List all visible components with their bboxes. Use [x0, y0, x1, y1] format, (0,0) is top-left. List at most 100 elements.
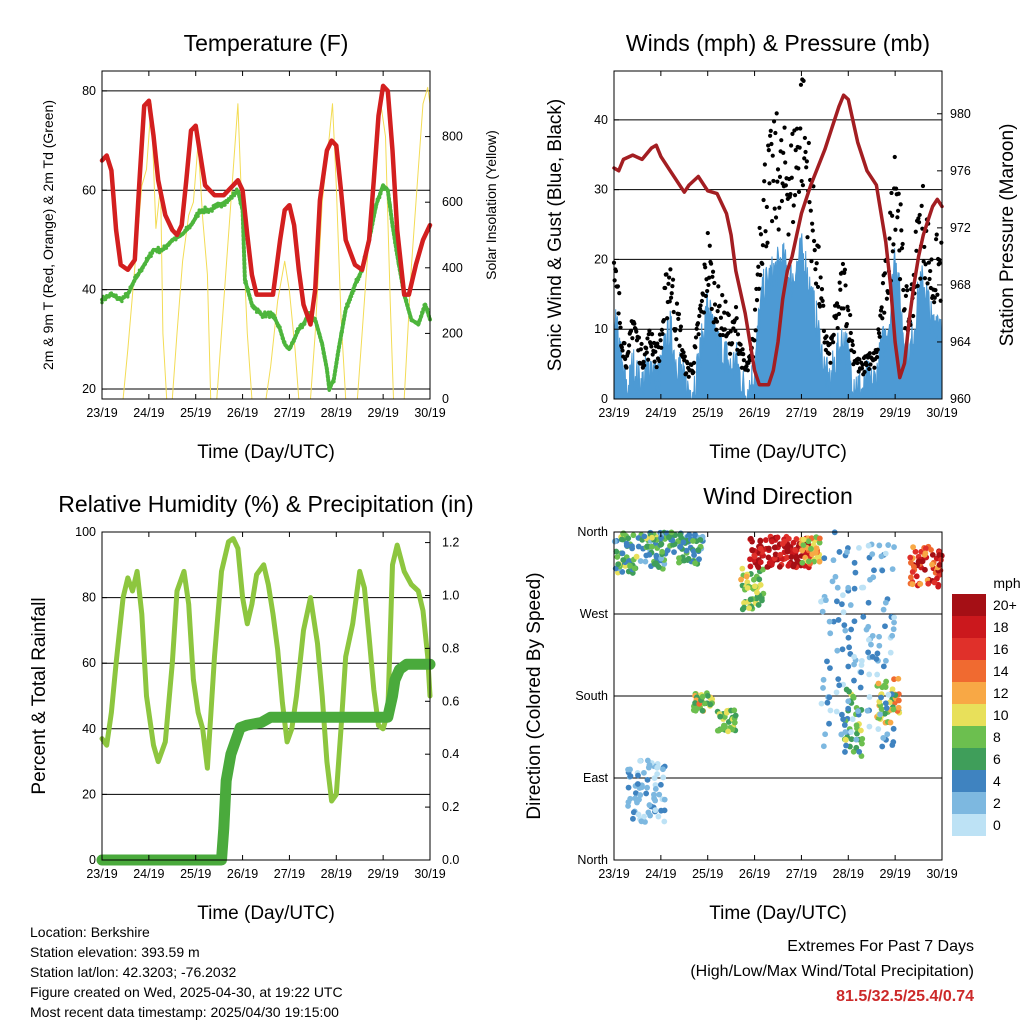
x-tick-label: 27/19 — [274, 867, 305, 881]
gust-point — [715, 309, 720, 314]
x-tick-label: 26/19 — [739, 867, 770, 881]
gust-point — [915, 283, 920, 288]
created-text: Figure created on Wed, 2025-04-30, at 19… — [30, 984, 343, 1000]
gust-point — [900, 241, 905, 247]
station-info: Location: Berkshire Station elevation: 3… — [30, 922, 343, 1022]
dewpoint-point — [235, 187, 239, 191]
y-tick-label: 60 — [82, 656, 96, 670]
direction-point — [619, 550, 626, 557]
x-tick-label: 28/19 — [833, 867, 864, 881]
gust-point — [815, 284, 821, 290]
gust-point — [814, 261, 819, 266]
direction-point — [723, 709, 730, 716]
chart-title: Temperature (F) — [184, 30, 349, 56]
direction-point — [876, 642, 883, 649]
gust-point — [882, 310, 887, 315]
direction-point — [891, 676, 897, 683]
gust-point — [777, 174, 783, 179]
direction-point — [925, 580, 932, 587]
y2-tick-label: 1.2 — [442, 536, 459, 550]
gust-point — [718, 315, 724, 320]
gust-point — [649, 332, 655, 337]
direction-point — [785, 535, 792, 542]
gust-point — [706, 282, 711, 288]
gust-point — [893, 186, 899, 191]
direction-point — [813, 545, 820, 552]
direction-point — [836, 549, 843, 555]
gust-point — [766, 148, 771, 153]
gust-point — [882, 271, 888, 276]
gust-point — [693, 345, 698, 350]
gust-point — [806, 140, 811, 146]
direction-point — [851, 559, 858, 566]
direction-point — [820, 676, 827, 683]
gust-point — [653, 349, 658, 354]
legend-label: 4 — [993, 773, 1001, 789]
gust-point — [914, 248, 919, 253]
direction-point — [845, 584, 852, 591]
direction-point — [776, 563, 783, 570]
gust-point — [880, 316, 885, 321]
direction-point — [769, 538, 775, 545]
y-tick-label: 80 — [82, 591, 96, 605]
dewpoint-point — [391, 231, 396, 236]
direction-point — [844, 549, 850, 556]
gust-point — [860, 362, 865, 367]
gust-point — [619, 345, 624, 350]
gust-point — [868, 362, 873, 367]
gust-point — [890, 213, 895, 218]
direction-point — [865, 649, 872, 656]
y-tick-label: 20 — [82, 382, 96, 396]
dewpoint-point — [273, 316, 278, 320]
gust-point — [703, 265, 708, 270]
direction-point — [869, 551, 876, 558]
direction-point — [747, 535, 754, 542]
dewpoint-line — [100, 183, 432, 392]
direction-point — [635, 543, 642, 550]
gust-point — [791, 203, 796, 208]
direction-point — [838, 711, 845, 718]
gust-point — [799, 178, 804, 184]
gust-point — [855, 360, 860, 366]
gust-point — [674, 337, 679, 342]
chart-title: Wind Direction — [703, 483, 853, 509]
direction-point — [637, 757, 643, 764]
gust-point — [788, 191, 793, 197]
y-tick-label: North — [577, 525, 608, 539]
direction-point — [660, 766, 666, 773]
dewpoint-point — [417, 318, 422, 323]
x-tick-label: 26/19 — [227, 867, 258, 881]
direction-point — [854, 730, 860, 737]
gust-point — [723, 299, 728, 304]
gust-point — [844, 321, 849, 327]
chart-title: Relative Humidity (%) & Precipitation (i… — [58, 491, 473, 517]
direction-point — [922, 545, 929, 552]
direction-point — [680, 539, 687, 546]
direction-point — [631, 565, 638, 572]
direction-point — [816, 558, 823, 565]
gust-point — [764, 204, 769, 210]
x-axis-label: Time (Day/UTC) — [709, 442, 847, 463]
direction-point — [646, 762, 653, 768]
dewpoint-point — [195, 211, 199, 216]
direction-point — [890, 706, 897, 713]
y-axis-label: 2m & 9m T (Red, Orange) & 2m Td (Green) — [40, 100, 56, 370]
direction-point — [855, 708, 861, 714]
direction-point — [865, 636, 872, 643]
direction-point — [891, 614, 898, 621]
y2-tick-label: 0.8 — [442, 641, 459, 655]
dewpoint-point — [425, 307, 430, 312]
gust-point — [899, 228, 904, 233]
direction-point — [625, 784, 632, 791]
gust-point — [809, 259, 814, 264]
dewpoint-point — [341, 319, 346, 323]
dewpoint-point — [156, 245, 160, 250]
gust-point — [666, 281, 671, 286]
direction-point — [649, 534, 655, 541]
gust-point — [804, 159, 809, 164]
gust-point — [789, 143, 794, 148]
gust-point — [857, 357, 862, 362]
gust-point — [642, 363, 647, 368]
gust-point — [845, 304, 850, 309]
gust-point — [695, 321, 701, 326]
